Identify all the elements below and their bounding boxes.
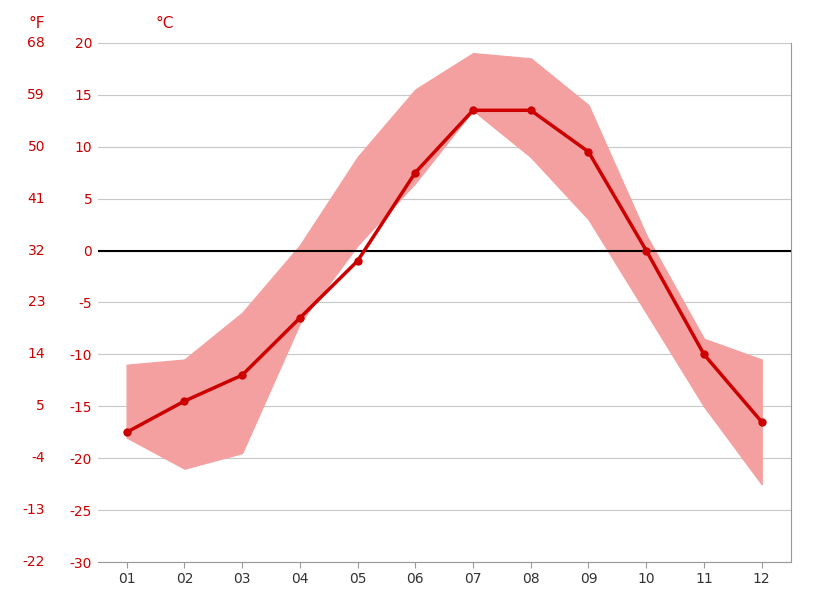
Text: °F: °F [29, 16, 45, 31]
Text: 41: 41 [28, 192, 45, 205]
Text: 14: 14 [28, 348, 45, 361]
Text: -4: -4 [32, 452, 45, 465]
Text: °C: °C [156, 16, 174, 31]
Text: 68: 68 [27, 36, 45, 49]
Text: -13: -13 [23, 503, 45, 517]
Text: 50: 50 [28, 140, 45, 153]
Text: 23: 23 [28, 296, 45, 309]
Text: 32: 32 [28, 244, 45, 257]
Text: 59: 59 [28, 88, 45, 101]
Text: 5: 5 [37, 400, 45, 413]
Text: -22: -22 [23, 555, 45, 569]
